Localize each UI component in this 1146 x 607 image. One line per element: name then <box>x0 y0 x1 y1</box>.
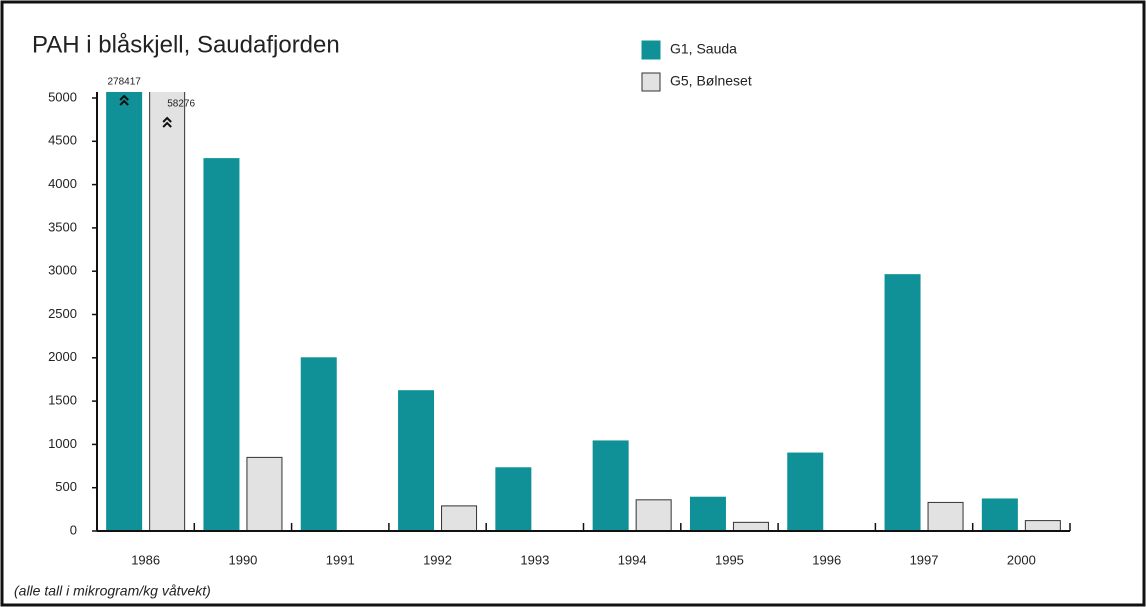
bar <box>495 467 532 531</box>
legend-label: G5, Bølneset <box>670 73 752 89</box>
bar <box>203 158 240 531</box>
x-tick-label: 1994 <box>618 552 647 567</box>
y-tick-label: 500 <box>55 479 77 494</box>
bar <box>398 390 435 531</box>
y-tick-label: 0 <box>70 522 77 537</box>
legend-label: G1, Sauda <box>670 41 737 57</box>
bar <box>300 357 337 531</box>
x-tick-label: 1997 <box>910 552 939 567</box>
legend-swatch <box>641 40 661 60</box>
bar <box>441 505 478 531</box>
bar <box>689 496 726 531</box>
bar <box>732 521 769 531</box>
bar <box>927 501 964 531</box>
bar <box>981 498 1018 531</box>
y-tick-label: 1000 <box>48 436 77 451</box>
bar <box>635 499 672 531</box>
bars <box>106 92 1061 531</box>
break-marker <box>162 116 172 128</box>
x-tick-label: 1995 <box>715 552 744 567</box>
bar <box>787 452 824 531</box>
x-tick-label: 2000 <box>1007 552 1036 567</box>
bar <box>1024 520 1061 531</box>
bar <box>592 440 629 531</box>
bar <box>106 92 143 531</box>
break-marker <box>119 94 129 106</box>
x-tick-label: 1991 <box>326 552 355 567</box>
x-tick-label: 1990 <box>228 552 257 567</box>
y-tick-label: 3500 <box>48 219 77 234</box>
x-tick-label: 1993 <box>520 552 549 567</box>
x-tick-label: 1992 <box>423 552 452 567</box>
y-tick-label: 3000 <box>48 263 77 278</box>
value-label: 278417 <box>107 77 141 88</box>
y-tick-label: 5000 <box>48 89 77 104</box>
bar <box>149 92 186 531</box>
x-tick-label: 1986 <box>131 552 160 567</box>
y-tick-label: 4000 <box>48 176 77 191</box>
bar <box>884 274 921 531</box>
y-tick-label: 2500 <box>48 306 77 321</box>
x-tick-label: 1996 <box>812 552 841 567</box>
legend-swatch <box>641 72 661 92</box>
bar <box>246 456 283 531</box>
footnote: (alle tall i mikrogram/kg våtvekt) <box>14 583 211 599</box>
y-tick-label: 2000 <box>48 349 77 364</box>
y-tick-label: 1500 <box>48 393 77 408</box>
y-tick-label: 4500 <box>48 133 77 148</box>
chart-title: PAH i blåskjell, Saudafjorden <box>32 31 340 58</box>
value-label: 58276 <box>167 99 195 110</box>
